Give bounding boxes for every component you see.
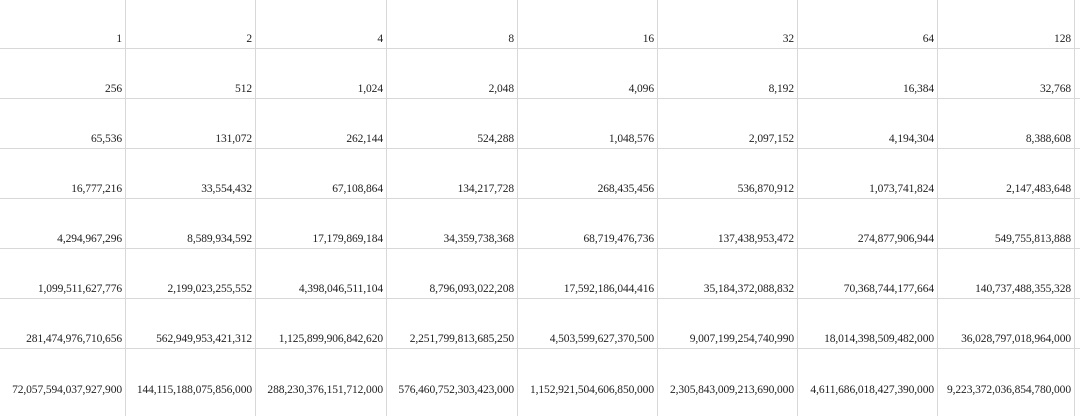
cell-r8-c8[interactable]: 9,223,372,036,854,780,000 [938,349,1075,416]
cell-r4-c6[interactable]: 536,870,912 [658,149,798,199]
cell-r5-c2[interactable]: 8,589,934,592 [126,199,256,249]
cell-r1-c3[interactable]: 4 [256,0,387,49]
cell-r7-c8[interactable]: 36,028,797,018,964,000 [938,299,1075,349]
cell-partial-edge[interactable] [1075,349,1080,416]
cell-r2-c1[interactable]: 256 [0,49,126,99]
cell-r6-c8[interactable]: 140,737,488,355,328 [938,249,1075,299]
cell-r3-c7[interactable]: 4,194,304 [798,99,938,149]
cell-r6-c3[interactable]: 4,398,046,511,104 [256,249,387,299]
cell-r3-c6[interactable]: 2,097,152 [658,99,798,149]
cell-r4-c7[interactable]: 1,073,741,824 [798,149,938,199]
cell-r2-c6[interactable]: 8,192 [658,49,798,99]
cell-r1-c7[interactable]: 64 [798,0,938,49]
cell-r2-c5[interactable]: 4,096 [518,49,658,99]
cell-r2-c3[interactable]: 1,024 [256,49,387,99]
cell-r1-c8[interactable]: 128 [938,0,1075,49]
cell-r3-c4[interactable]: 524,288 [387,99,518,149]
cell-partial-edge[interactable] [1075,99,1080,149]
cell-r2-c7[interactable]: 16,384 [798,49,938,99]
cell-r7-c1[interactable]: 281,474,976,710,656 [0,299,126,349]
cell-r4-c5[interactable]: 268,435,456 [518,149,658,199]
cell-r4-c2[interactable]: 33,554,432 [126,149,256,199]
cell-r6-c5[interactable]: 17,592,186,044,416 [518,249,658,299]
cell-r8-c1[interactable]: 72,057,594,037,927,900 [0,349,126,416]
cell-r2-c4[interactable]: 2,048 [387,49,518,99]
cell-partial-edge[interactable] [1075,149,1080,199]
cell-r6-c1[interactable]: 1,099,511,627,776 [0,249,126,299]
cell-r3-c3[interactable]: 262,144 [256,99,387,149]
cell-partial-edge[interactable] [1075,0,1080,49]
cell-r1-c2[interactable]: 2 [126,0,256,49]
cell-r1-c6[interactable]: 32 [658,0,798,49]
cell-r3-c1[interactable]: 65,536 [0,99,126,149]
cell-r8-c5[interactable]: 1,152,921,504,606,850,000 [518,349,658,416]
cell-r5-c1[interactable]: 4,294,967,296 [0,199,126,249]
cell-r5-c7[interactable]: 274,877,906,944 [798,199,938,249]
cell-r3-c2[interactable]: 131,072 [126,99,256,149]
cell-r1-c5[interactable]: 16 [518,0,658,49]
cell-r5-c5[interactable]: 68,719,476,736 [518,199,658,249]
cell-partial-edge[interactable] [1075,299,1080,349]
cell-r7-c6[interactable]: 9,007,199,254,740,990 [658,299,798,349]
cell-r4-c8[interactable]: 2,147,483,648 [938,149,1075,199]
cell-r8-c4[interactable]: 576,460,752,303,423,000 [387,349,518,416]
cell-r8-c7[interactable]: 4,611,686,018,427,390,000 [798,349,938,416]
cell-r7-c4[interactable]: 2,251,799,813,685,250 [387,299,518,349]
cell-r7-c7[interactable]: 18,014,398,509,482,000 [798,299,938,349]
cell-partial-edge[interactable] [1075,49,1080,99]
cell-r8-c6[interactable]: 2,305,843,009,213,690,000 [658,349,798,416]
cell-r8-c3[interactable]: 288,230,376,151,712,000 [256,349,387,416]
cell-r6-c4[interactable]: 8,796,093,022,208 [387,249,518,299]
cell-r6-c7[interactable]: 70,368,744,177,664 [798,249,938,299]
cell-r7-c5[interactable]: 4,503,599,627,370,500 [518,299,658,349]
cell-partial-edge[interactable] [1075,199,1080,249]
cell-r4-c3[interactable]: 67,108,864 [256,149,387,199]
cell-r5-c4[interactable]: 34,359,738,368 [387,199,518,249]
cell-r1-c1[interactable]: 1 [0,0,126,49]
cell-r2-c8[interactable]: 32,768 [938,49,1075,99]
cell-r2-c2[interactable]: 512 [126,49,256,99]
cell-r7-c3[interactable]: 1,125,899,906,842,620 [256,299,387,349]
cell-r6-c6[interactable]: 35,184,372,088,832 [658,249,798,299]
cell-r7-c2[interactable]: 562,949,953,421,312 [126,299,256,349]
cell-r6-c2[interactable]: 2,199,023,255,552 [126,249,256,299]
cell-r5-c8[interactable]: 549,755,813,888 [938,199,1075,249]
cell-r3-c8[interactable]: 8,388,608 [938,99,1075,149]
cell-r8-c2[interactable]: 144,115,188,075,856,000 [126,349,256,416]
cell-r4-c4[interactable]: 134,217,728 [387,149,518,199]
cell-r5-c6[interactable]: 137,438,953,472 [658,199,798,249]
cell-r3-c5[interactable]: 1,048,576 [518,99,658,149]
cell-r4-c1[interactable]: 16,777,216 [0,149,126,199]
cell-r1-c4[interactable]: 8 [387,0,518,49]
cell-partial-edge[interactable] [1075,249,1080,299]
cell-r5-c3[interactable]: 17,179,869,184 [256,199,387,249]
